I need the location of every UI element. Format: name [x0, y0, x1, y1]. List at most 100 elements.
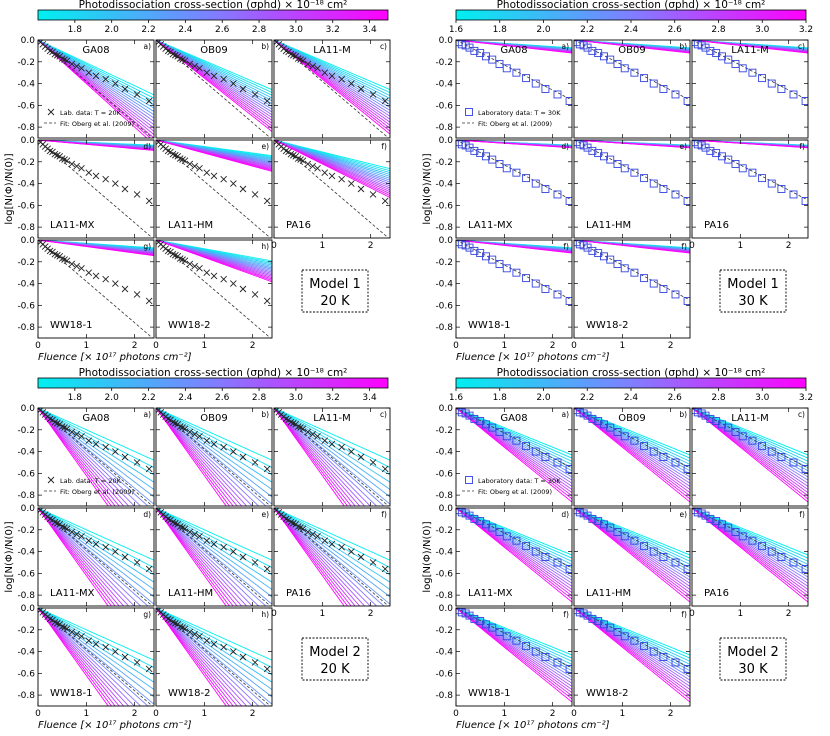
- data-point: [121, 285, 129, 293]
- y-tick-label: -0.8: [17, 323, 35, 333]
- fit-line: [692, 40, 808, 101]
- data-point: [314, 432, 321, 440]
- data-point: [541, 553, 550, 561]
- legend-lab-label: Lab. data: T = 20K: [60, 477, 122, 485]
- data-point: [613, 160, 622, 168]
- x-axis-label: Fluence [× 10¹⁷ photons cm⁻²]: [456, 720, 610, 731]
- model-line: [692, 408, 808, 462]
- data-point: [671, 558, 680, 567]
- colorbar-tick-label: 2.2: [141, 25, 155, 35]
- data-point: [85, 637, 93, 644]
- model-line: [156, 408, 272, 461]
- data-point: [251, 91, 259, 98]
- data-point: [210, 272, 218, 280]
- data-point: [239, 285, 247, 293]
- panel-frame: [573, 507, 691, 607]
- model-line: [156, 608, 272, 690]
- data-point: [724, 523, 733, 532]
- data-point: [304, 528, 312, 536]
- panel-plot-area: [156, 408, 272, 506]
- model-line: [38, 408, 130, 506]
- data-point: [630, 168, 639, 177]
- data-point: [671, 90, 680, 99]
- data-point: [683, 465, 690, 473]
- data-point: [767, 547, 776, 556]
- model-line: [156, 408, 272, 468]
- panel-letter: d): [143, 142, 151, 151]
- panel-frame: [155, 607, 273, 707]
- data-point: [78, 164, 85, 172]
- colorbar-tick-label: 1.8: [68, 25, 83, 35]
- data-point: [801, 465, 808, 473]
- y-tick-label: -0.6: [435, 201, 453, 211]
- model-line: [274, 508, 352, 606]
- model-line: [38, 508, 135, 606]
- data-point: [767, 179, 776, 188]
- colorbar-tick-label: 3.0: [755, 25, 770, 35]
- panel-letter: e): [679, 142, 687, 151]
- model-line: [156, 508, 248, 606]
- data-point: [196, 264, 203, 272]
- data-point: [309, 430, 316, 438]
- panel-plot-area: [456, 240, 572, 305]
- model-line: [456, 240, 572, 254]
- panel-letter: d): [561, 142, 569, 151]
- legend-marker: [465, 476, 473, 484]
- x-tick-label: 1: [737, 241, 743, 251]
- data-point: [85, 537, 93, 544]
- panel-letter: d): [561, 510, 569, 519]
- data-point: [789, 190, 798, 199]
- panel-name: PA16: [704, 588, 729, 599]
- model-line: [574, 608, 690, 665]
- panel-ga08: 0.0 -0.2 -0.4 -0.6 -0.8 a) GA08 Laboratory data…: [435, 36, 573, 139]
- panel-la11-m: c) LA11-M: [691, 407, 809, 507]
- colorbar-tick-label: 1.8: [493, 25, 508, 35]
- data-point: [102, 543, 109, 551]
- model-line: [274, 140, 390, 198]
- y-axis-label: log[N(Φ)/N(0)]: [422, 153, 433, 224]
- data-point: [102, 643, 109, 651]
- model-line: [38, 408, 113, 506]
- panel-frame: [691, 39, 809, 139]
- data-point: [588, 146, 597, 155]
- colorbar: [37, 9, 389, 21]
- model-line: [38, 40, 154, 96]
- data-point: [724, 55, 733, 64]
- panel-name: OB09: [200, 45, 227, 56]
- data-point: [649, 79, 658, 88]
- model-line: [156, 508, 272, 561]
- panel-plot-area: [456, 608, 572, 703]
- data-point: [541, 185, 550, 193]
- panel-ww18-1: 0.0 -0.2 -0.4 -0.6 -0.80 1 2 g) WW18-1: [17, 604, 155, 719]
- panel-letter: h): [261, 242, 269, 251]
- data-point: [588, 614, 597, 623]
- data-point: [186, 528, 194, 536]
- data-point: [210, 72, 218, 80]
- data-point: [553, 290, 562, 299]
- model-line: [274, 408, 352, 506]
- data-point: [748, 536, 757, 545]
- data-point: [164, 247, 172, 255]
- data-point: [186, 160, 194, 168]
- model-line: [156, 508, 267, 606]
- data-point: [738, 432, 747, 441]
- panel-pa16: 0 1 2 f) PA16: [689, 507, 809, 619]
- data-point: [369, 459, 377, 466]
- chart-block-3: Photodissociation cross-section (σphd) ×…: [4, 367, 391, 731]
- data-point: [671, 290, 680, 299]
- data-point: [381, 197, 389, 205]
- y-tick-label: -0.4: [435, 648, 453, 658]
- x-tick-label: 1: [501, 341, 507, 351]
- model-line: [574, 508, 690, 562]
- data-point: [522, 442, 531, 451]
- colorbar-tick-label: 1.8: [68, 393, 83, 403]
- fit-line: [574, 240, 690, 301]
- model-line: [156, 608, 234, 706]
- model-line: [456, 508, 572, 556]
- model-line: [574, 608, 690, 662]
- model-line: [38, 40, 154, 116]
- data-point: [220, 443, 227, 451]
- model-line: [38, 240, 154, 257]
- model-box-title: Model 2: [727, 645, 778, 660]
- panel-la11-mx: 0.0 -0.2 -0.4 -0.6 -0.8 d) LA11-MX: [435, 136, 573, 239]
